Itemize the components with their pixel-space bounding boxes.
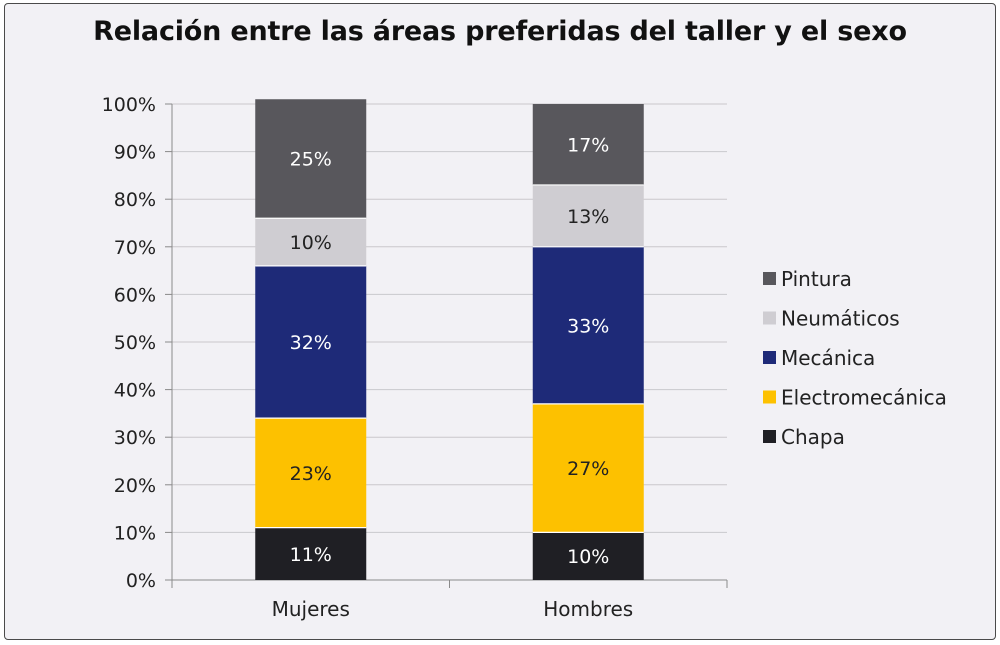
y-tick-label: 40%: [114, 380, 156, 402]
legend-label: Electromecánica: [781, 386, 947, 410]
data-label: 27%: [567, 458, 609, 480]
bar-segment-chapa: [532, 532, 644, 580]
data-label: 25%: [290, 149, 332, 171]
y-tick-label: 50%: [114, 332, 156, 354]
bar-segment-mecánica: [532, 246, 644, 404]
data-label: 13%: [567, 206, 609, 228]
data-label: 33%: [567, 315, 609, 337]
x-category-label: Mujeres: [272, 597, 350, 621]
legend-swatch: [763, 351, 776, 364]
bar-segment-neumáticos: [255, 218, 367, 266]
y-tick-label: 100%: [102, 94, 156, 116]
bar-segment-electromecánica: [532, 403, 644, 533]
x-category-label: Hombres: [543, 597, 633, 621]
legend-label: Chapa: [781, 425, 845, 449]
bar-segment-pintura: [255, 99, 367, 219]
bar-segment-mecánica: [255, 265, 367, 419]
chart-frame: [4, 3, 996, 640]
bar-segment-neumáticos: [532, 184, 644, 247]
y-tick-label: 70%: [114, 237, 156, 259]
y-tick-label: 30%: [114, 427, 156, 449]
legend-swatch: [763, 272, 776, 285]
bar-segment-pintura: [532, 104, 644, 185]
data-label: 23%: [290, 463, 332, 485]
legend-label: Neumáticos: [781, 307, 900, 331]
data-label: 17%: [567, 134, 609, 156]
legend-swatch: [763, 311, 776, 325]
chart-title: Relación entre las áreas preferidas del …: [93, 16, 907, 47]
data-label: 11%: [290, 544, 332, 566]
y-tick-label: 10%: [114, 522, 156, 544]
y-tick-label: 0%: [126, 570, 156, 592]
data-label: 10%: [567, 546, 609, 568]
legend-label: Pintura: [781, 267, 852, 291]
legend-swatch: [763, 430, 776, 443]
legend-label: Mecánica: [781, 346, 875, 370]
data-label: 32%: [290, 332, 332, 354]
data-label: 10%: [290, 232, 332, 254]
y-tick-label: 90%: [114, 142, 156, 164]
y-tick-label: 20%: [114, 475, 156, 497]
legend-swatch: [763, 390, 776, 404]
y-tick-label: 60%: [114, 284, 156, 306]
y-tick-label: 80%: [114, 189, 156, 211]
bar-segment-electromecánica: [255, 418, 367, 528]
bar-segment-chapa: [255, 527, 367, 580]
